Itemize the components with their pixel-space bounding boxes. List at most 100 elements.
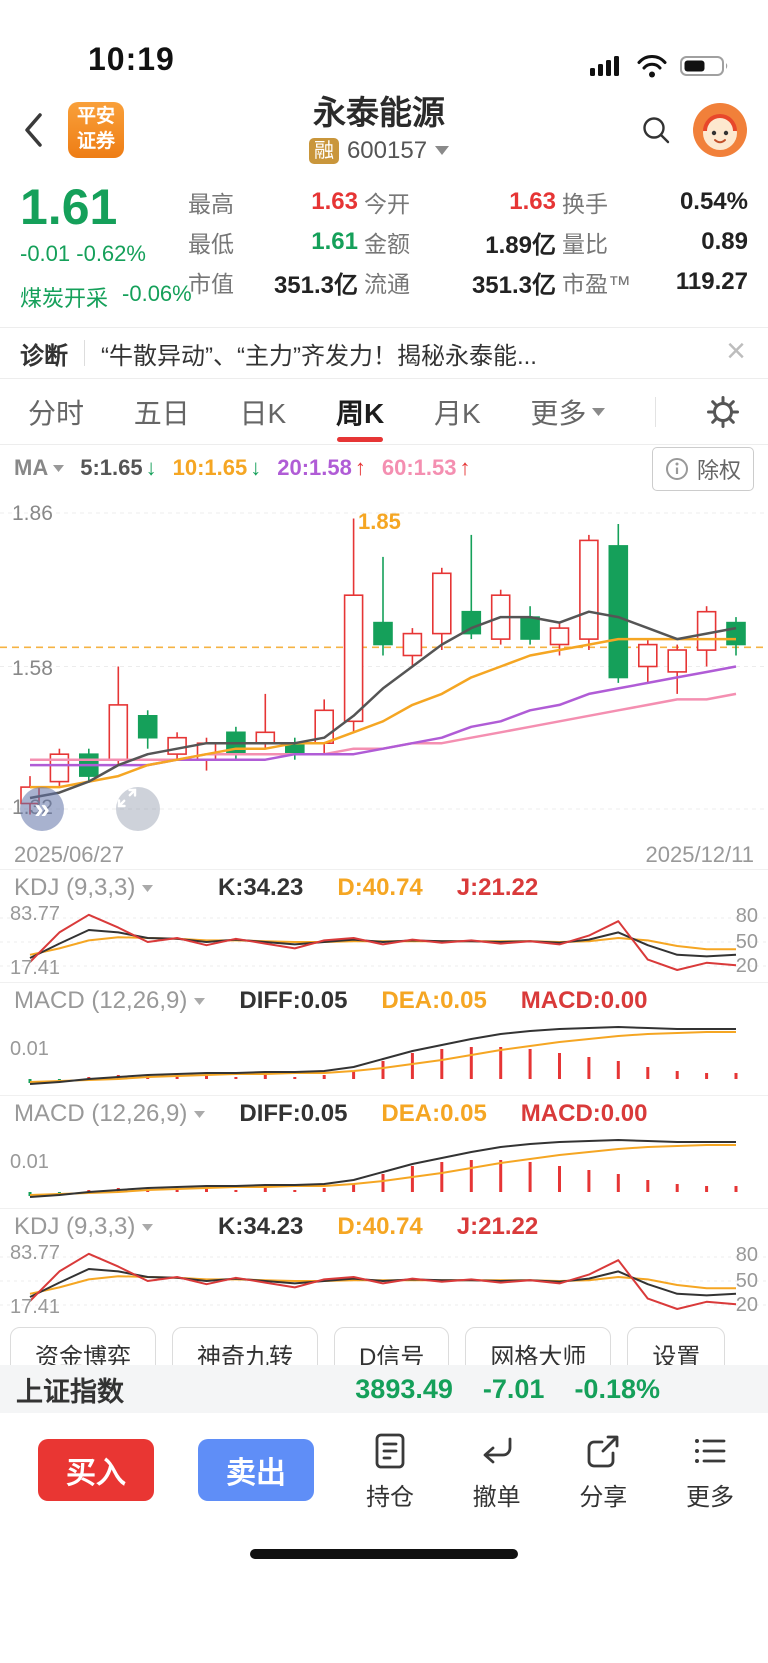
close-icon[interactable]: × (726, 332, 746, 370)
status-icons (590, 54, 732, 78)
quote-label: 最高 (188, 191, 234, 217)
chevron-down-icon (142, 884, 154, 892)
diagnosis-banner[interactable]: 诊断 “牛散异动”、“主力”齐发力！揭秘永泰能... × (0, 327, 768, 379)
macd-header: MACD (12,26,9) DIFF:0.05 DEA:0.05 MACD:0… (0, 1096, 768, 1128)
tabs-divider (655, 396, 657, 427)
search-icon (643, 117, 670, 144)
fullscreen-button[interactable] (116, 787, 160, 831)
candlestick-canvas[interactable] (0, 491, 768, 841)
banner-text[interactable]: “牛散异动”、“主力”齐发力！揭秘永泰能... (101, 342, 537, 370)
quick-trade-button[interactable]: » (20, 787, 64, 831)
kdj-selector[interactable]: KDJ (9,3,3) (14, 1213, 184, 1241)
ma-selector[interactable]: MA (14, 455, 65, 481)
kdj-d-value: D:40.74 (337, 1213, 423, 1240)
holdings-button[interactable]: 持仓 (366, 1429, 414, 1512)
tool-tab-funds[interactable]: 资金博弈 (10, 1327, 156, 1365)
macd-plot[interactable]: 0.01 (0, 1128, 768, 1208)
sector-row[interactable]: 煤炭开采 -0.06% (20, 281, 192, 313)
stock-dropdown-caret-icon[interactable] (435, 146, 450, 156)
tab-weekly-k[interactable]: 周K (336, 379, 384, 444)
quote-label: 换手 (562, 191, 608, 217)
quote-value: 0.54% (679, 188, 748, 215)
action-items: 持仓 撤单 分享 (366, 1429, 734, 1512)
status-bar: 10:19 (0, 0, 768, 88)
index-bar[interactable]: 上证指数 3893.49 -7.01 -0.18% (0, 1365, 768, 1413)
avatar[interactable] (692, 102, 748, 158)
price-block: 1.61 -0.01 -0.62% 煤炭开采 -0.06% (20, 182, 192, 313)
y-axis-label: 1.86 (12, 502, 53, 525)
sell-button[interactable]: 卖出 (198, 1439, 314, 1501)
macd-selector[interactable]: MACD (12,26,9) (14, 987, 206, 1015)
more-icon (694, 1438, 726, 1463)
tab-more[interactable]: 更多 (530, 379, 606, 444)
macd-panel: MACD (12,26,9) DIFF:0.05 DEA:0.05 MACD:0… (0, 982, 768, 1095)
quote-value: 1.89亿 (485, 231, 556, 259)
tool-tab-settings[interactable]: 设置 (627, 1327, 726, 1365)
sector-change: -0.06% (122, 281, 192, 306)
stock-header[interactable]: 永泰能源 融 600157 (138, 95, 620, 164)
quote-value: 119.27 (675, 268, 748, 295)
home-indicator[interactable] (250, 1549, 518, 1559)
quote-label: 市盈™ (562, 271, 631, 297)
fast-forward-icon: » (34, 793, 50, 824)
tool-tab-nine-turn[interactable]: 神奇九转 (172, 1327, 318, 1365)
tool-tab-d-signal[interactable]: D信号 (334, 1327, 450, 1365)
holdings-icon (375, 1433, 405, 1468)
date-start: 2025/06/27 (14, 842, 125, 867)
kdj-plot[interactable]: 83.77 17.41 80 50 20 (0, 903, 768, 979)
share-icon (587, 1435, 619, 1467)
ma-indicator-bar: MA 5:1.65 ↓ 10:1.65 ↓ 20:1.58 ↑ 60:1.53 ↑ 除权 (0, 445, 768, 491)
chevron-down-icon (194, 1110, 206, 1118)
diagnosis-tag: 诊断 (20, 342, 68, 370)
tab-monthly-k[interactable]: 月K (433, 397, 481, 429)
kdj-selector[interactable]: KDJ (9,3,3) (14, 874, 184, 902)
kdj-k-value: K:34.23 (218, 1213, 304, 1240)
action-bar: 买入 卖出 持仓 撤单 (0, 1413, 768, 1533)
quote-label: 今开 (364, 191, 410, 217)
macd-dea-value: DEA:0.05 (381, 1100, 487, 1127)
back-button[interactable] (20, 108, 54, 152)
kline-chart[interactable]: 1.86 1.58 1.32 1.85 » (0, 491, 768, 841)
date-end: 2025/12/11 (645, 842, 754, 867)
macd-plot[interactable]: 0.01 (0, 1015, 768, 1095)
more-button[interactable]: 更多 (686, 1429, 734, 1512)
home-area (0, 1533, 768, 1663)
tab-minute[interactable]: 分时 (28, 397, 85, 429)
share-button[interactable]: 分享 (579, 1429, 627, 1512)
arrow-up-icon: ↑ (354, 455, 366, 480)
cancel-order-button[interactable]: 撤单 (473, 1429, 521, 1512)
chevron-down-icon (53, 464, 65, 472)
info-icon (665, 458, 688, 480)
broker-logo: 平安 证券 (68, 102, 124, 158)
chevron-down-icon (592, 407, 606, 416)
header: 平安 证券 永泰能源 融 600157 (0, 88, 768, 172)
kdj-panel: KDJ (9,3,3) K:34.23 D:40.74 J:21.22 83.7… (0, 869, 768, 982)
kdj-plot[interactable]: 83.77 17.41 80 50 20 (0, 1242, 768, 1318)
tool-tab-grid-master[interactable]: 网格大师 (465, 1327, 612, 1365)
kdj-k-value: K:34.23 (218, 874, 304, 901)
back-icon (25, 113, 42, 147)
quote-value: 351.3亿 (471, 271, 556, 299)
period-tabs: 分时 五日 日K 周K 月K 更多 (0, 379, 768, 445)
ma10-value: 10:1.65 ↓ (172, 455, 262, 480)
ma5-value: 5:1.65 ↓ (80, 455, 157, 480)
tab-daily-k[interactable]: 日K (239, 397, 287, 429)
buy-button[interactable]: 买入 (38, 1439, 154, 1501)
status-time: 10:19 (88, 41, 175, 77)
quote-label: 金额 (364, 231, 410, 257)
stock-subtitle: 融 600157 (138, 137, 620, 165)
quote-section: 1.61 -0.01 -0.62% 煤炭开采 -0.06% 最高 1.63 今开… (0, 172, 768, 327)
exright-button[interactable]: 除权 (651, 447, 754, 491)
tab-5day[interactable]: 五日 (133, 397, 190, 429)
search-button[interactable] (634, 114, 678, 146)
kdj-d-value: D:40.74 (337, 874, 423, 901)
index-value: 3893.49 (355, 1373, 453, 1404)
stock-name: 永泰能源 (313, 94, 445, 132)
macd-diff-value: DIFF:0.05 (239, 1100, 348, 1127)
macd-selector[interactable]: MACD (12,26,9) (14, 1100, 206, 1128)
gear-icon[interactable] (706, 395, 740, 429)
high-price-annotation: 1.85 (358, 509, 401, 534)
sector-name: 煤炭开采 (20, 286, 109, 311)
y-axis-label: 1.58 (12, 657, 53, 680)
